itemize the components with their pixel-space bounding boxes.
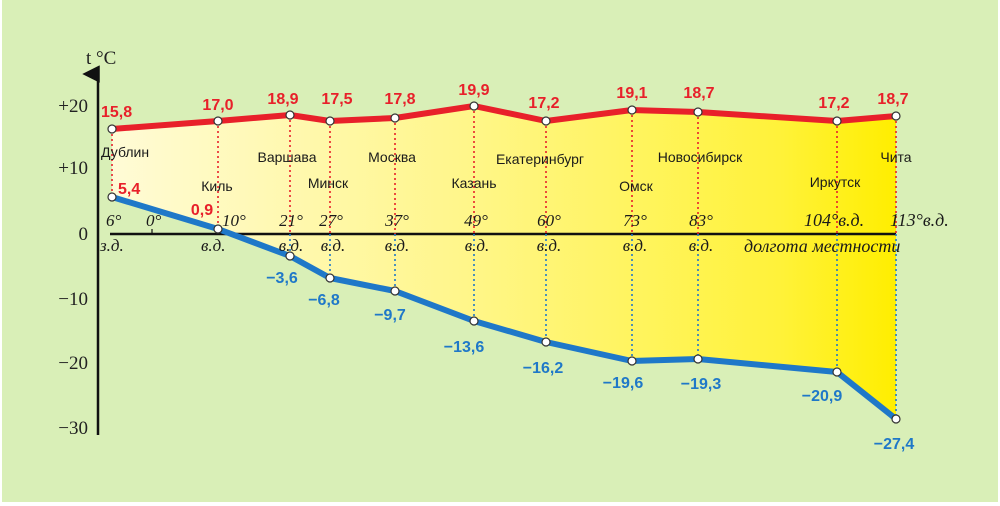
x-axis-title: долгота местности xyxy=(744,236,900,256)
january-value-chita: −27,4 xyxy=(874,436,915,453)
july-value-irkutsk: 17,2 xyxy=(818,95,849,112)
july-value-chita: 18,7 xyxy=(877,91,908,108)
january-value-kiel: 0,9 xyxy=(191,202,213,219)
lon-deg-irkutsk: 104°в.д. xyxy=(804,210,864,230)
y-axis-title: t °C xyxy=(86,48,116,69)
lon-deg-yekaterinburg: 60° xyxy=(537,211,561,230)
city-label-minsk: Минск xyxy=(308,175,349,191)
lon-side-minsk: в.д. xyxy=(321,236,345,255)
july-value-minsk: 17,5 xyxy=(321,91,352,108)
lon-deg-warsaw: 21° xyxy=(279,211,303,230)
july-value-novosibirsk: 18,7 xyxy=(683,85,714,102)
july-value-kiel: 17,0 xyxy=(202,97,233,114)
zero-meridian-label: 0° xyxy=(146,211,162,230)
january-value-minsk: −6,8 xyxy=(308,292,340,309)
lon-deg-dublin: 6° xyxy=(106,211,122,230)
city-label-omsk: Омск xyxy=(619,178,654,194)
y-tick-m30: −30 xyxy=(58,418,88,439)
city-label-yekaterinburg: Екатеринбург xyxy=(496,151,584,167)
city-label-irkutsk: Иркутск xyxy=(810,174,861,190)
city-label-dublin: Дублин xyxy=(101,144,149,160)
january-value-moscow: −9,7 xyxy=(374,307,406,324)
lon-deg-kiel: 10° xyxy=(222,211,246,230)
temperature-range-area xyxy=(112,106,896,419)
january-value-irkutsk: −20,9 xyxy=(802,388,843,405)
january-guides xyxy=(289,234,897,419)
city-label-chita: Чита xyxy=(880,149,911,165)
lon-side-novosibirsk: в.д. xyxy=(689,236,713,255)
january-value-yekaterinburg: −16,2 xyxy=(523,360,564,377)
y-tick-p10: +10 xyxy=(58,158,88,179)
lon-deg-moscow: 37° xyxy=(384,211,409,230)
july-value-warsaw: 18,9 xyxy=(267,91,298,108)
july-guides xyxy=(111,106,897,234)
july-value-moscow: 17,8 xyxy=(384,91,415,108)
lon-deg-minsk: 27° xyxy=(319,211,343,230)
city-label-warsaw: Варшава xyxy=(258,149,317,165)
january-points xyxy=(107,192,901,424)
city-label-moscow: Москва xyxy=(368,149,416,165)
lon-side-omsk: в.д. xyxy=(623,236,647,255)
lon-deg-omsk: 73° xyxy=(623,211,647,230)
lon-side-moscow: в.д. xyxy=(385,236,409,255)
lon-side-dublin: з.д. xyxy=(99,236,124,255)
lon-side-warsaw: в.д. xyxy=(279,236,303,255)
january-value-novosibirsk: −19,3 xyxy=(681,376,722,393)
city-label-kazan: Казань xyxy=(451,175,496,191)
city-label-kiel: Киль xyxy=(201,178,232,194)
y-tick-m20: −20 xyxy=(58,353,88,374)
january-value-omsk: −19,6 xyxy=(603,375,644,392)
july-value-omsk: 19,1 xyxy=(616,85,647,102)
y-tick-zero: 0 xyxy=(79,224,89,245)
y-tick-p20: +20 xyxy=(58,96,88,117)
lon-side-yekaterinburg: в.д. xyxy=(537,236,561,255)
july-value-dublin: 15,8 xyxy=(101,104,132,121)
lon-deg-chita: 113°в.д. xyxy=(890,210,949,230)
lon-deg-novosibirsk: 83° xyxy=(689,211,713,230)
january-value-dublin: 5,4 xyxy=(118,181,140,198)
city-label-novosibirsk: Новосибирск xyxy=(658,149,743,165)
y-tick-m10: −10 xyxy=(58,289,88,310)
lon-side-kiel: в.д. xyxy=(201,236,225,255)
july-value-yekaterinburg: 17,2 xyxy=(528,95,559,112)
lon-deg-kazan: 49° xyxy=(464,211,488,230)
january-value-warsaw: −3,6 xyxy=(266,270,298,287)
july-value-kazan: 19,9 xyxy=(458,82,489,99)
lon-side-kazan: в.д. xyxy=(465,236,489,255)
january-value-kazan: −13,6 xyxy=(444,339,485,356)
july-points xyxy=(107,101,901,134)
